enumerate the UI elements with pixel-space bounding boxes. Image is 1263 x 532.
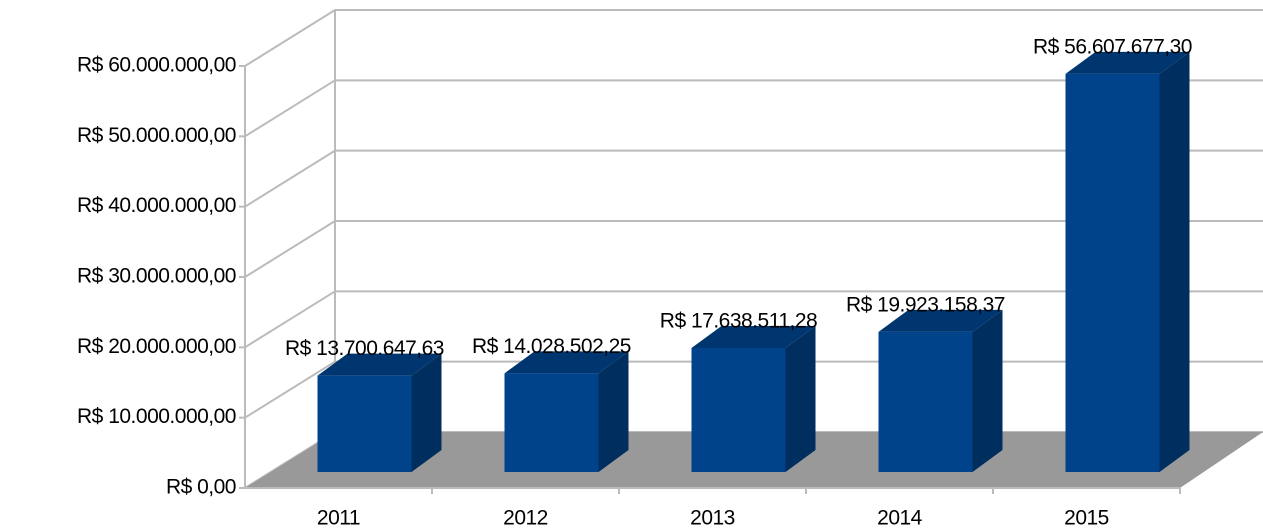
y-tick-label: R$ 30.000.000,00	[77, 265, 236, 288]
x-tick-label: 2014	[877, 507, 923, 530]
bar	[878, 309, 1003, 472]
y-tick-label: R$ 20.000.000,00	[77, 335, 236, 358]
x-tick-label: 2015	[1064, 507, 1109, 530]
bar-top	[691, 325, 816, 348]
data-label: R$ 19.923.158,37	[846, 293, 1005, 316]
bar-front	[1065, 73, 1160, 472]
y-tick-label: R$ 40.000.000,00	[77, 194, 236, 217]
bar	[317, 353, 442, 472]
data-label: R$ 17.638.511,28	[660, 309, 817, 332]
bar-side	[598, 351, 629, 472]
bar-side	[785, 325, 816, 472]
bar-side	[1159, 51, 1190, 472]
bar-front	[691, 347, 786, 472]
bar-top	[317, 353, 442, 376]
bar-top	[878, 309, 1003, 332]
x-tick-label: 2013	[690, 507, 735, 530]
x-tick-label: 2012	[503, 507, 548, 530]
x-tick-label: 2011	[317, 507, 360, 530]
y-tick-label: R$ 0,00	[166, 476, 236, 499]
bar-top	[504, 351, 629, 374]
bar	[1065, 51, 1190, 472]
bar-top	[1065, 51, 1190, 74]
bar-side	[411, 353, 442, 472]
bar-front	[317, 375, 412, 472]
bar-front	[878, 331, 973, 472]
data-label: R$ 14.028.502,25	[472, 335, 631, 358]
y-tick-label: R$ 10.000.000,00	[77, 405, 236, 428]
bar-front	[504, 373, 599, 472]
bar	[504, 351, 629, 472]
y-tick-label: R$ 50.000.000,00	[77, 124, 236, 147]
data-label: R$ 13.700.647,63	[285, 337, 444, 360]
bar	[691, 325, 816, 472]
y-tick-label: R$ 60.000.000,00	[77, 54, 236, 77]
data-label: R$ 56.607.677,30	[1033, 35, 1192, 58]
bar-side	[972, 309, 1003, 472]
